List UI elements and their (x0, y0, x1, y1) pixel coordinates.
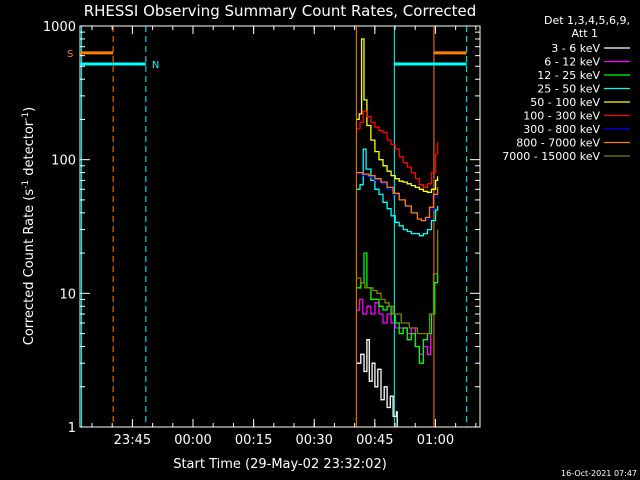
series-line-8 (356, 229, 439, 335)
y-tick-label: 1 (68, 421, 76, 436)
x-tick-label: 00:00 (174, 433, 211, 448)
series-line-3 (356, 148, 439, 237)
axes-ticks: 23:45 00:00 00:15 00:30 00:45 01:00 1 10 100 1000 (43, 20, 480, 448)
legend-item-label: 7000 - 15000 keV (502, 150, 600, 163)
status-marker-label: S (67, 49, 73, 60)
attenuator-bars: SN (67, 49, 467, 71)
x-axis-label: Start Time (29-May-02 23:32:02) (173, 457, 387, 472)
series-line-7 (356, 171, 439, 222)
y-tick-label: 10 (59, 287, 76, 302)
legend-item-label: 25 - 50 keV (537, 83, 600, 96)
legend-item-label: 100 - 300 keV (523, 110, 600, 123)
legend-item-label: 3 - 6 keV (551, 42, 600, 55)
data-series (356, 38, 439, 427)
status-marker-label: N (152, 60, 159, 71)
legend-item-label: 800 - 7000 keV (516, 137, 600, 150)
chart-title: RHESSI Observing Summary Count Rates, Co… (84, 2, 477, 20)
legend-item-label: 6 - 12 keV (544, 56, 600, 69)
legend-header-line2: Att 1 (572, 27, 598, 40)
series-line-4 (356, 38, 439, 193)
x-tick-label: 00:30 (295, 433, 332, 448)
timestamp: 16-Oct-2021 07:47 (561, 469, 637, 478)
legend-item-label: 12 - 25 keV (537, 69, 600, 82)
y-axis-label: Corrected Count Rate (s-1 detector-1) (21, 107, 37, 345)
x-tick-label: 01:00 (417, 433, 454, 448)
x-tick-label: 00:15 (235, 433, 272, 448)
legend-header-line1: Det 1,3,4,5,6,9, (544, 14, 630, 27)
y-tick-label: 100 (51, 154, 76, 169)
legend-item-label: 50 - 100 keV (530, 96, 600, 109)
y-tick-label: 1000 (43, 20, 76, 35)
legend-item-label: 300 - 800 keV (523, 123, 600, 136)
series-line-5 (356, 110, 439, 189)
x-tick-label: 23:45 (114, 433, 151, 448)
series-line-0 (356, 339, 398, 427)
series-line-6 (356, 173, 439, 222)
vertical-markers (81, 26, 468, 427)
x-tick-label: 00:45 (356, 433, 393, 448)
plot-frame (79, 25, 481, 428)
